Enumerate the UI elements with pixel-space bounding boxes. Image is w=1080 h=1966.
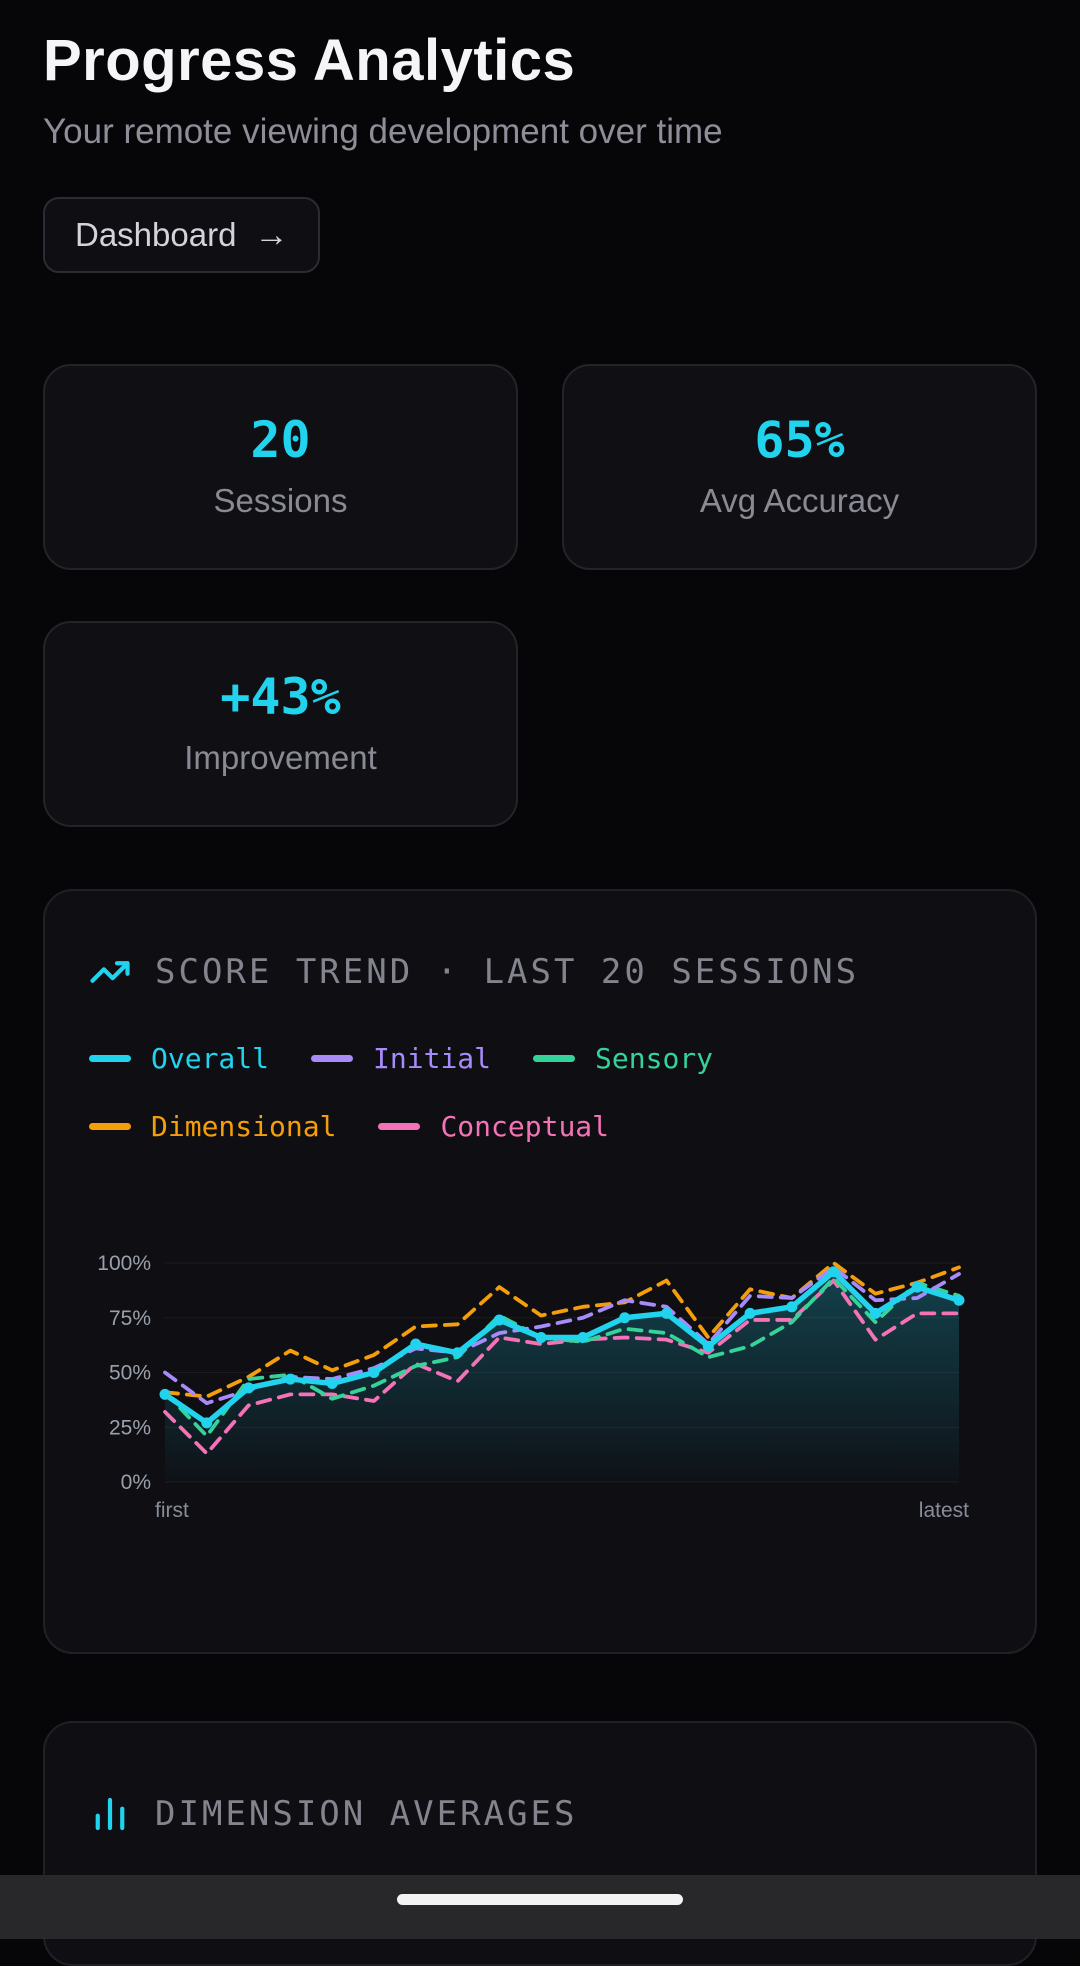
score-trend-card: SCORE TREND · LAST 20 SESSIONS Overall In… <box>43 888 1037 1654</box>
stat-card-avg-accuracy: 65% Avg Accuracy <box>562 363 1037 570</box>
stat-card-sessions: 20 Sessions <box>43 363 518 570</box>
legend-swatch <box>89 1123 131 1131</box>
legend-row: Overall Initial Sensory <box>89 1041 991 1075</box>
svg-text:first: first <box>155 1499 189 1522</box>
svg-text:50%: 50% <box>109 1361 151 1384</box>
legend-item-conceptual: Conceptual <box>378 1109 610 1143</box>
sessions-label: Sessions <box>213 482 348 520</box>
svg-text:75%: 75% <box>109 1306 151 1329</box>
chart-legend: Overall Initial Sensory Dimensional Conceptu… <box>89 1041 991 1143</box>
legend-swatch <box>378 1123 421 1131</box>
page-title: Progress Analytics <box>43 28 576 93</box>
score-trend-chart: 0% 25% 50% 75% 100% first latest <box>97 1252 969 1522</box>
improvement-label: Improvement <box>184 739 377 777</box>
legend-label: Sensory <box>595 1041 714 1075</box>
legend-label: Overall <box>151 1041 270 1075</box>
improvement-value: +43% <box>220 668 341 727</box>
progress-analytics-screen: Progress Analytics Your remote viewing d… <box>0 28 1080 1966</box>
legend-label: Conceptual <box>440 1109 610 1143</box>
page-subtitle: Your remote viewing development over tim… <box>43 111 723 151</box>
legend-item-overall: Overall <box>89 1041 270 1075</box>
trending-up-icon <box>90 960 130 983</box>
score-trend-header: SCORE TREND · LAST 20 SESSIONS <box>89 951 991 993</box>
legend-item-initial: Initial <box>311 1041 492 1075</box>
dashboard-button[interactable]: Dashboard → <box>43 196 321 273</box>
avg-accuracy-value: 65% <box>754 411 845 470</box>
legend-label: Dimensional <box>151 1109 337 1143</box>
stats-grid: 20 Sessions 65% Avg Accuracy +43% Improv… <box>43 363 1037 827</box>
legend-label: Initial <box>373 1041 492 1075</box>
dimension-averages-title: DIMENSION AVERAGES <box>155 1793 578 1834</box>
arrow-right-icon: → <box>254 215 289 254</box>
score-trend-title: SCORE TREND · LAST 20 SESSIONS <box>155 951 860 992</box>
avg-accuracy-label: Avg Accuracy <box>699 482 900 520</box>
legend-swatch <box>89 1055 131 1063</box>
legend-item-dimensional: Dimensional <box>89 1109 337 1143</box>
legend-swatch <box>533 1055 576 1063</box>
svg-text:0%: 0% <box>121 1471 151 1494</box>
bar-chart-icon <box>95 1797 125 1830</box>
legend-swatch <box>311 1055 354 1063</box>
dimension-averages-header: DIMENSION AVERAGES <box>89 1793 991 1835</box>
svg-text:latest: latest <box>919 1499 969 1522</box>
dashboard-button-label: Dashboard <box>75 215 237 253</box>
home-indicator[interactable] <box>397 1894 683 1905</box>
svg-text:25%: 25% <box>109 1416 151 1439</box>
legend-row: Dimensional Conceptual <box>89 1109 991 1143</box>
stat-card-improvement: +43% Improvement <box>43 620 518 827</box>
home-indicator-bar <box>0 1875 1080 1939</box>
svg-text:100%: 100% <box>97 1252 151 1275</box>
sessions-value: 20 <box>250 411 311 470</box>
legend-item-sensory: Sensory <box>533 1041 714 1075</box>
